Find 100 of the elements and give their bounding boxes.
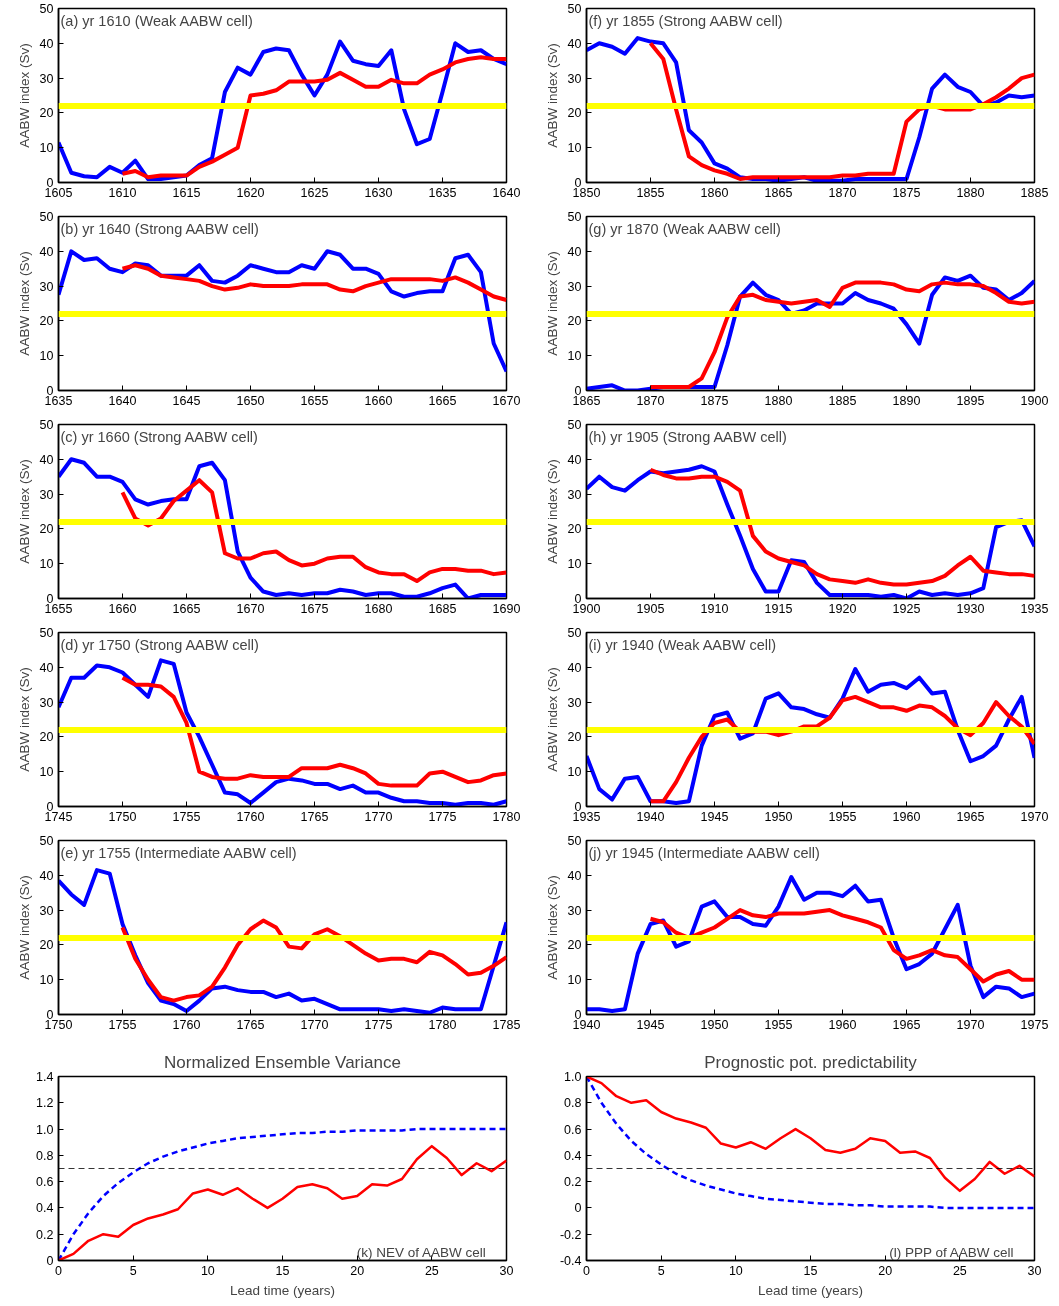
chart-title: Normalized Ensemble Variance (164, 1052, 401, 1072)
x-tick-label: 1900 (1020, 393, 1049, 408)
x-tick-label: 1770 (364, 809, 393, 824)
y-tick-label: -0.2 (559, 1227, 582, 1242)
x-tick-label: 1640 (492, 185, 521, 200)
x-tick-label: 25 (952, 1263, 967, 1278)
y-tick-label: 0.4 (36, 1201, 54, 1216)
x-tick-label: 1940 (636, 809, 665, 824)
x-tick-label: 1630 (364, 185, 393, 200)
y-tick-label: 1.0 (36, 1122, 54, 1137)
x-tick-label: 1680 (364, 601, 393, 616)
x-tick-label: 1855 (636, 185, 665, 200)
chart-title: (j) yr 1945 (Intermediate AABW cell) (588, 844, 820, 861)
x-tick-label: 1960 (892, 809, 921, 824)
x-tick-label: 1935 (1020, 601, 1049, 616)
y-tick-label: 30 (39, 487, 54, 502)
y-tick-label: 40 (567, 244, 582, 259)
y-tick-label: 1.4 (36, 1070, 54, 1084)
y-tick-label: 1.0 (564, 1070, 582, 1084)
y-tick-label: 1.2 (36, 1096, 54, 1111)
x-tick-label: 1970 (1020, 809, 1049, 824)
y-tick-label: 0.6 (564, 1122, 582, 1137)
x-tick-label: 1885 (1020, 185, 1049, 200)
x-tick-label: 5 (129, 1263, 137, 1278)
y-tick-label: 30 (567, 71, 582, 86)
y-tick-label: 10 (567, 557, 582, 572)
y-tick-label: 10 (567, 349, 582, 364)
y-tick-label: 40 (567, 660, 582, 675)
annotation: (l) PPP of AABW cell (889, 1244, 1014, 1260)
y-tick-label: 30 (39, 279, 54, 294)
x-tick-label: 1880 (764, 393, 793, 408)
y-tick-label: 20 (567, 730, 582, 745)
y-tick-label: 40 (39, 660, 54, 675)
x-tick-label: 15 (275, 1263, 290, 1278)
y-tick-label: 10 (39, 973, 54, 988)
y-tick-label: 10 (567, 973, 582, 988)
x-tick-label: 1965 (956, 809, 985, 824)
y-tick-label: 50 (39, 834, 54, 848)
x-tick-label: 1860 (700, 185, 729, 200)
chart-title: (e) yr 1755 (Intermediate AABW cell) (60, 844, 297, 861)
x-tick-label: 1670 (492, 393, 521, 408)
x-tick-label: 1665 (172, 601, 201, 616)
x-tick-label: 1660 (108, 601, 137, 616)
x-tick-label: 30 (499, 1263, 514, 1278)
chart-title: (d) yr 1750 (Strong AABW cell) (60, 636, 259, 653)
chart-title: (f) yr 1855 (Strong AABW cell) (588, 12, 783, 29)
x-axis-title: Lead time (years) (757, 1282, 864, 1298)
y-tick-label: 20 (39, 938, 54, 953)
y-tick-label: 40 (39, 452, 54, 467)
x-tick-label: 1770 (300, 1017, 329, 1032)
y-axis-title: AABW index (Sv) (544, 667, 560, 772)
x-tick-label: 1760 (172, 1017, 201, 1032)
x-tick-label: 20 (878, 1263, 893, 1278)
y-tick-label: 40 (39, 36, 54, 51)
y-tick-label: 0.2 (36, 1227, 54, 1242)
x-tick-label: 1620 (236, 185, 265, 200)
x-tick-label: 1640 (108, 393, 137, 408)
y-tick-label: 30 (39, 695, 54, 710)
y-tick-label: 10 (39, 349, 54, 364)
x-tick-label: 1635 (428, 185, 457, 200)
x-tick-label: 25 (424, 1263, 439, 1278)
x-tick-label: 1655 (300, 393, 329, 408)
y-tick-label: 50 (567, 834, 582, 848)
chart-title: (a) yr 1610 (Weak AABW cell) (60, 12, 253, 29)
y-tick-label: 40 (39, 244, 54, 259)
x-tick-label: 1895 (956, 393, 985, 408)
x-tick-label: 1765 (300, 809, 329, 824)
x-tick-label: 15 (803, 1263, 818, 1278)
x-tick-label: 1880 (956, 185, 985, 200)
y-tick-label: 0 (574, 1201, 582, 1216)
chart-title: (h) yr 1905 (Strong AABW cell) (588, 428, 787, 445)
x-tick-label: 1955 (828, 809, 857, 824)
x-tick-label: 1870 (636, 393, 665, 408)
x-tick-label: 1945 (636, 1017, 665, 1032)
x-tick-label: 1645 (172, 393, 201, 408)
x-tick-label: 1615 (172, 185, 201, 200)
y-tick-label: 20 (567, 314, 582, 329)
y-tick-label: 0.6 (36, 1175, 54, 1190)
x-tick-label: 1755 (108, 1017, 137, 1032)
y-tick-label: 20 (39, 522, 54, 537)
annotation: (k) NEV of AABW cell (356, 1244, 486, 1260)
x-tick-label: 1785 (492, 1017, 521, 1032)
x-tick-label: 1650 (236, 393, 265, 408)
chart-title: (c) yr 1660 (Strong AABW cell) (60, 428, 258, 445)
x-tick-label: 1945 (700, 809, 729, 824)
x-tick-label: 1910 (700, 601, 729, 616)
y-tick-label: 30 (567, 487, 582, 502)
y-tick-label: 0.8 (36, 1148, 54, 1163)
x-tick-label: 1670 (236, 601, 265, 616)
y-tick-label: 20 (39, 314, 54, 329)
x-tick-label: 1750 (108, 809, 137, 824)
y-tick-label: 50 (567, 418, 582, 432)
y-tick-label: 20 (567, 106, 582, 121)
x-tick-label: 1775 (364, 1017, 393, 1032)
x-tick-label: 1915 (764, 601, 793, 616)
chart-title: Prognostic pot. predictability (704, 1052, 918, 1072)
x-tick-label: 1955 (764, 1017, 793, 1032)
x-tick-label: 10 (200, 1263, 215, 1278)
x-tick-label: 1870 (828, 185, 857, 200)
y-tick-label: 30 (567, 695, 582, 710)
